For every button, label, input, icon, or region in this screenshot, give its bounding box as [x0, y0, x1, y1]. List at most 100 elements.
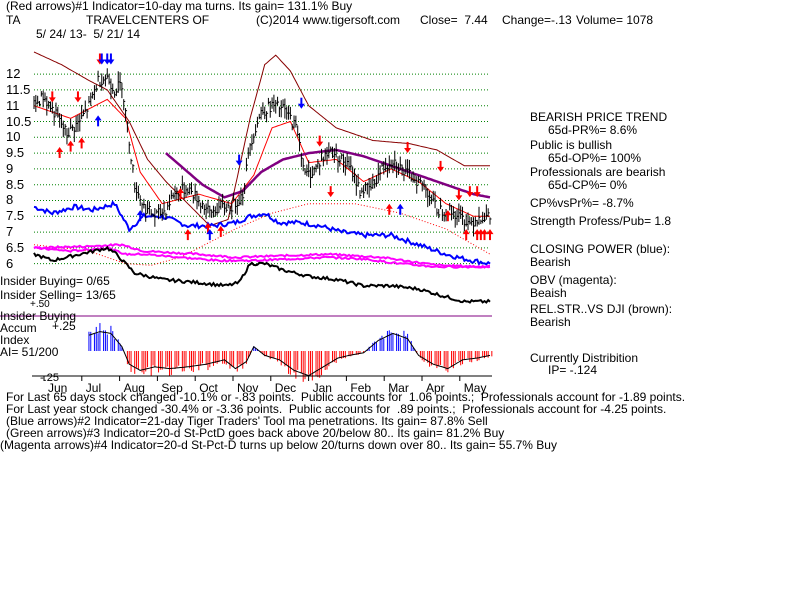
blue-down-arrow	[107, 53, 115, 65]
arrow-head	[444, 210, 452, 216]
ai-value: AI= 51/200	[0, 345, 59, 359]
red-down-arrow	[74, 91, 82, 103]
red-up-arrow	[477, 229, 485, 241]
footer-magenta-arrows: (Magenta arrows)#4 Indicator=20-d St-Pct…	[0, 438, 557, 452]
y-tick-label: 12	[6, 66, 21, 82]
arrow-head	[78, 137, 86, 143]
red-up-arrow	[473, 229, 481, 241]
obv-line	[33, 243, 491, 269]
x-tick-label: Aug	[123, 381, 145, 395]
footer-green-arrows: (Green arrows)#3 Indicator=20-d St-PctD …	[6, 426, 505, 440]
price-bars	[33, 68, 492, 237]
company-name: TRAVELCENTERS OF	[86, 13, 210, 27]
obv-lower-line	[33, 246, 490, 269]
plus-50-label: +.50	[30, 299, 50, 310]
closing-power-line	[33, 200, 491, 266]
arrow-head	[136, 210, 144, 216]
close-value: Close= 7.44	[420, 13, 488, 27]
x-tick-label: Jul	[85, 381, 102, 395]
cp-value: 65d-CP%= 0%	[548, 178, 628, 192]
volume-value: Volume= 1078	[576, 13, 654, 27]
footer-65-days: For Last 65 days stock changed -10.1% or…	[6, 390, 686, 404]
arrow-head	[297, 103, 305, 109]
arrow-head	[462, 229, 470, 235]
y-tick-label: 8.5	[6, 176, 25, 192]
arrow-head	[184, 229, 192, 235]
arrow-head	[56, 146, 64, 152]
red-down-arrow	[316, 135, 324, 147]
x-tick-label: Sep	[161, 381, 183, 395]
public-status: Public is bullish	[530, 138, 613, 152]
index-label: Index	[0, 333, 30, 347]
arrow-head	[385, 203, 393, 209]
blue-down-arrow	[103, 53, 111, 65]
red-up-arrow	[385, 203, 393, 215]
y-tick-label: 9	[6, 160, 14, 176]
closing-power-label: CLOSING POWER (blue):	[530, 242, 671, 256]
arrow-head	[486, 229, 494, 235]
red-up-arrow	[217, 225, 225, 237]
bearish-trend-title: BEARISH PRICE TREND	[530, 110, 668, 124]
arrow-head	[94, 115, 102, 121]
red-down-arrow	[48, 91, 56, 103]
red-up-arrow	[462, 229, 470, 241]
ma-slow-line	[33, 51, 490, 227]
ma-dotted-line	[33, 203, 491, 266]
ma-fast-line	[33, 98, 490, 217]
arrow-head	[481, 229, 489, 235]
relstr-line	[33, 245, 491, 304]
y-tick-label: 8	[6, 192, 14, 208]
y-tick-label: 11.5	[6, 81, 31, 97]
insider-selling: Insider Selling= 13/65	[0, 288, 116, 302]
change-value: Change=-.13	[502, 13, 572, 27]
arrow-head	[235, 160, 243, 166]
ticker-symbol: TA	[6, 13, 21, 27]
x-tick-label: Jun	[48, 381, 68, 395]
closing-power-status: Bearish	[530, 255, 571, 269]
indicator-header: (Red arrows)#1 Indicator=10-day ma turns…	[6, 0, 353, 13]
y-tick-label: 11	[6, 97, 20, 113]
y-tick-label: 10	[6, 129, 21, 145]
op-value: 65d-OP%= 100%	[548, 151, 642, 165]
blue-down-arrow	[235, 154, 243, 166]
red-down-arrow	[466, 186, 474, 198]
x-tick-label: Mar	[388, 381, 409, 395]
minus-25-label: -.25	[40, 372, 59, 384]
accum-line	[88, 331, 491, 377]
arrow-head	[316, 141, 324, 147]
blue-up-arrow	[396, 203, 404, 215]
insider-buying-label: Insider Buying	[0, 309, 77, 323]
relstr-label: REL.STR..VS DJI (brown):	[530, 302, 673, 316]
red-up-arrow	[56, 146, 64, 158]
red-up-arrow	[486, 229, 494, 241]
price-gridlines	[34, 73, 490, 265]
arrow-head	[204, 222, 212, 228]
copyright: (C)2014 www.tigersoft.com	[256, 13, 401, 27]
arrow-head	[107, 59, 115, 65]
y-tick-label: 6	[6, 255, 14, 271]
x-tick-label: Oct	[199, 381, 218, 395]
insider-buying: Insider Buying= 0/65	[0, 274, 110, 288]
blue-up-arrow	[136, 210, 144, 222]
arrow-head	[437, 166, 445, 172]
red-down-arrow	[455, 189, 463, 201]
indicator-lines	[33, 51, 491, 304]
signal-arrows	[48, 53, 494, 241]
arrow-head	[455, 195, 463, 201]
red-up-arrow	[184, 229, 192, 241]
strength-ratio: Strength Profess/Pub= 1.8	[530, 214, 672, 228]
red-up-arrow	[67, 140, 75, 152]
red-up-arrow	[177, 188, 185, 200]
accum-index-bars	[88, 323, 493, 382]
red-up-arrow	[444, 210, 452, 222]
ma-mid-line	[165, 148, 491, 199]
red-down-arrow	[473, 186, 481, 198]
footer-last-year: For Last year stock changed -30.4% or -3…	[6, 402, 667, 416]
arrow-head	[404, 147, 412, 153]
arrow-head	[67, 140, 75, 146]
x-tick-label: Nov	[237, 381, 259, 395]
blue-down-arrow	[297, 97, 305, 109]
x-tick-label: Dec	[274, 381, 297, 395]
